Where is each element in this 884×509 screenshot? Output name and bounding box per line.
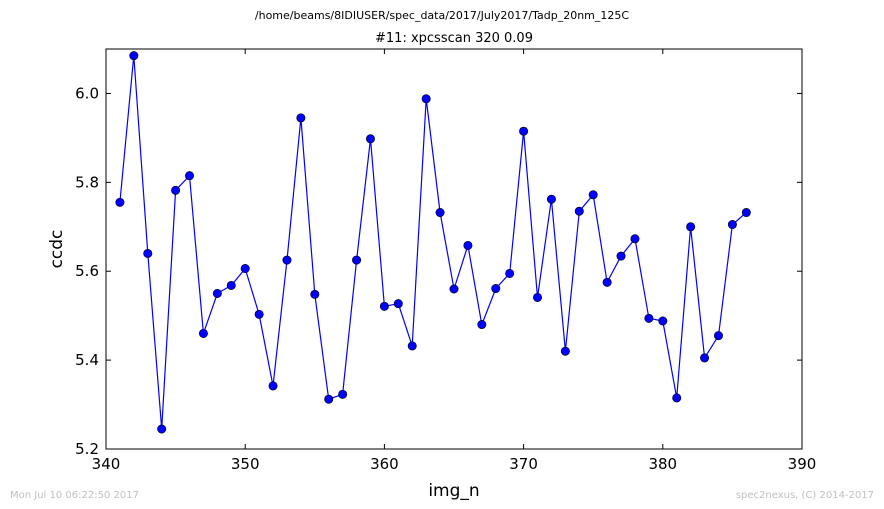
data-point — [588, 190, 598, 200]
data-point — [240, 264, 250, 274]
y-axis-label: ccdc — [47, 230, 67, 269]
data-point — [212, 288, 222, 298]
data-point — [171, 185, 181, 195]
data-point — [254, 309, 264, 319]
data-point — [198, 328, 208, 338]
data-point — [727, 220, 737, 230]
x-axis-label: img_n — [428, 481, 479, 501]
data-point — [686, 222, 696, 232]
footer-timestamp: Mon Jul 10 06:22:50 2017 — [10, 490, 139, 501]
data-point — [519, 126, 529, 136]
data-point — [630, 234, 640, 244]
y-tick-label: 5.2 — [75, 440, 99, 458]
file-path-title: /home/beams/8IDIUSER/spec_data/2017/July… — [255, 9, 630, 22]
x-tick-label: 380 — [648, 455, 677, 473]
data-point — [352, 255, 362, 265]
data-point — [226, 280, 236, 290]
data-point — [310, 289, 320, 299]
data-point — [449, 284, 459, 294]
data-point — [672, 393, 682, 403]
data-point — [435, 208, 445, 218]
x-tick-label: 360 — [370, 455, 399, 473]
plot-frame — [105, 48, 803, 450]
x-tick-label: 390 — [788, 455, 817, 473]
data-point — [393, 299, 403, 309]
data-point — [115, 197, 125, 207]
y-tick-label: 5.4 — [75, 351, 99, 369]
data-point — [491, 284, 501, 294]
data-point — [379, 301, 389, 311]
y-tick-label: 5.6 — [75, 262, 99, 280]
data-point — [157, 424, 167, 434]
data-point — [713, 331, 723, 341]
data-point — [477, 320, 487, 330]
data-point — [574, 206, 584, 216]
data-point — [324, 394, 334, 404]
plot-area: 340 350 360 370 380 390 5.2 5.4 5.6 5.8 6.0 — [75, 48, 817, 473]
y-tick-label: 5.8 — [75, 173, 99, 191]
data-point — [129, 51, 139, 61]
data-point — [546, 194, 556, 204]
data-point — [505, 268, 515, 278]
data-point — [185, 171, 195, 181]
data-point — [741, 208, 751, 218]
data-point — [616, 251, 626, 261]
x-tick-label: 370 — [509, 455, 538, 473]
data-point — [268, 381, 278, 391]
data-point — [700, 353, 710, 363]
x-tick-label: 340 — [92, 455, 121, 473]
data-point — [282, 255, 292, 265]
data-point — [533, 292, 543, 302]
data-point — [365, 134, 375, 144]
chart-title: #11: xpcsscan 320 0.09 — [375, 31, 533, 46]
series-line — [119, 55, 747, 430]
data-point — [644, 313, 654, 323]
footer-credit: spec2nexus, (C) 2014-2017 — [736, 490, 874, 501]
x-tick-label: 350 — [231, 455, 260, 473]
data-point — [463, 240, 473, 250]
data-point — [338, 389, 348, 399]
data-point — [602, 277, 612, 287]
data-point — [658, 316, 668, 326]
y-tick-label: 6.0 — [75, 84, 99, 102]
data-point — [296, 113, 306, 123]
data-point — [143, 248, 153, 258]
data-point — [407, 341, 417, 351]
data-point — [560, 346, 570, 356]
data-point — [421, 94, 431, 104]
